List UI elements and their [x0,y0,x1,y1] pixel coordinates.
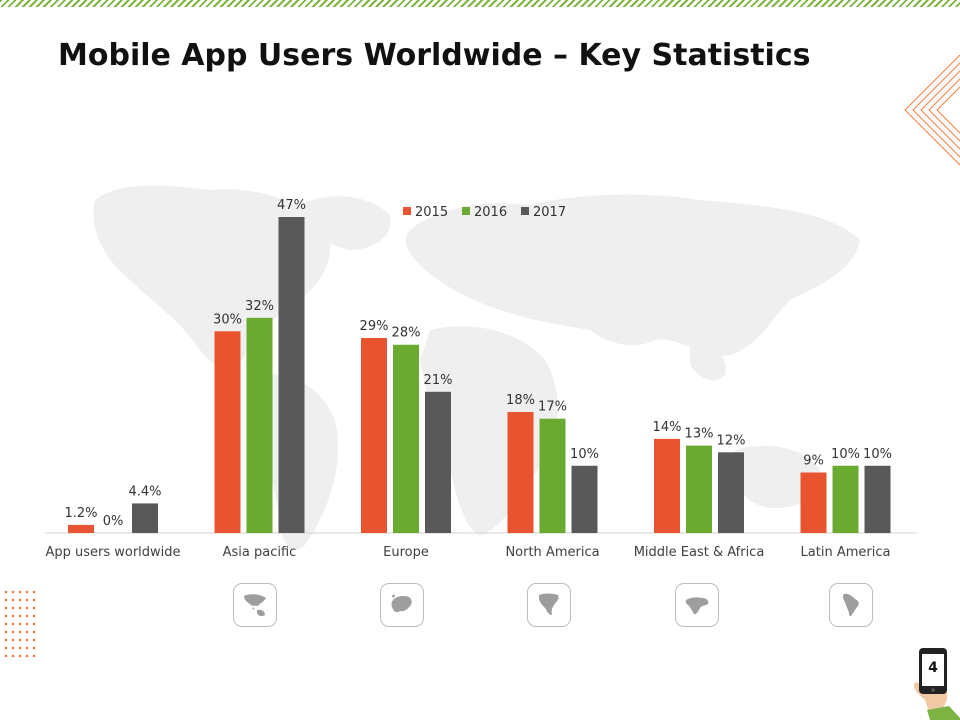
category-label-3: North America [505,545,599,560]
legend-label-2016: 2016 [474,205,507,220]
hand-phone-illustration [914,648,960,720]
latin-america-map-thumbnail [829,583,873,627]
asia-pacific-map-icon [244,594,266,617]
data-label-2015-0: 1.2% [64,506,97,521]
data-label-2015-5: 9% [803,453,824,468]
bar-2017-2 [425,391,451,533]
legend-swatch-2016 [462,207,470,215]
bar-2016-4 [686,445,712,533]
legend-swatch-2017 [521,207,529,215]
data-label-2016-3: 17% [538,400,567,415]
bar-2017-4 [718,452,744,533]
north-america-map-thumbnail [527,583,571,627]
data-label-2017-2: 21% [424,373,453,388]
data-label-2017-3: 10% [570,447,599,462]
bar-2015-4 [654,438,680,533]
legend-swatch-2015 [403,207,411,215]
legend-label-2017: 2017 [533,205,566,220]
data-label-2016-2: 28% [392,326,421,341]
top-stripe-decoration [0,0,960,7]
bar-2015-1 [214,331,241,533]
bar-2015-0 [68,524,94,533]
data-label-2015-4: 14% [653,420,682,435]
bar-2017-0 [132,503,158,533]
data-label-2016-1: 32% [245,299,274,314]
data-label-2016-0: 0% [103,514,124,529]
data-label-2017-0: 4.4% [128,484,161,499]
asia-pacific-map-thumbnail [233,583,277,627]
europe-map-thumbnail [380,583,424,627]
data-label-2017-4: 12% [717,433,746,448]
bar-2017-1 [278,217,305,533]
bar-2015-2 [361,338,387,533]
dots-decoration [4,590,36,658]
bar-2016-3 [539,418,566,533]
page-title: Mobile App Users Worldwide – Key Statist… [58,38,811,73]
category-label-4: Middle East & Africa [634,545,765,560]
data-label-2015-3: 18% [506,393,535,408]
bar-2016-1 [246,317,273,533]
bar-2015-5 [800,472,827,533]
legend-label-2015: 2015 [415,205,448,220]
data-label-2015-2: 29% [360,319,389,334]
bar-2017-3 [571,465,598,533]
corner-decoration [904,55,960,165]
data-label-2015-1: 30% [213,312,242,327]
latin-america-map-icon [842,593,859,617]
europe-map-icon [391,594,412,613]
bar-2016-5 [832,465,859,533]
data-label-2016-5: 10% [831,447,860,462]
category-label-1: Asia pacific [223,545,297,560]
page-number: 4 [928,660,938,676]
bar-2015-3 [507,411,534,533]
middle-east-africa-map-icon [685,597,709,615]
middle-east-africa-map-thumbnail [675,583,719,627]
world-map-background [93,185,860,551]
category-label-0: App users worldwide [45,545,180,560]
north-america-map-icon [539,593,559,615]
bar-2017-5 [864,465,891,533]
data-label-2017-5: 10% [863,447,892,462]
bar-2016-2 [393,344,419,533]
data-label-2016-4: 13% [685,427,714,442]
data-label-2017-1: 47% [277,198,306,213]
category-label-5: Latin America [801,545,891,560]
category-label-2: Europe [383,545,429,560]
